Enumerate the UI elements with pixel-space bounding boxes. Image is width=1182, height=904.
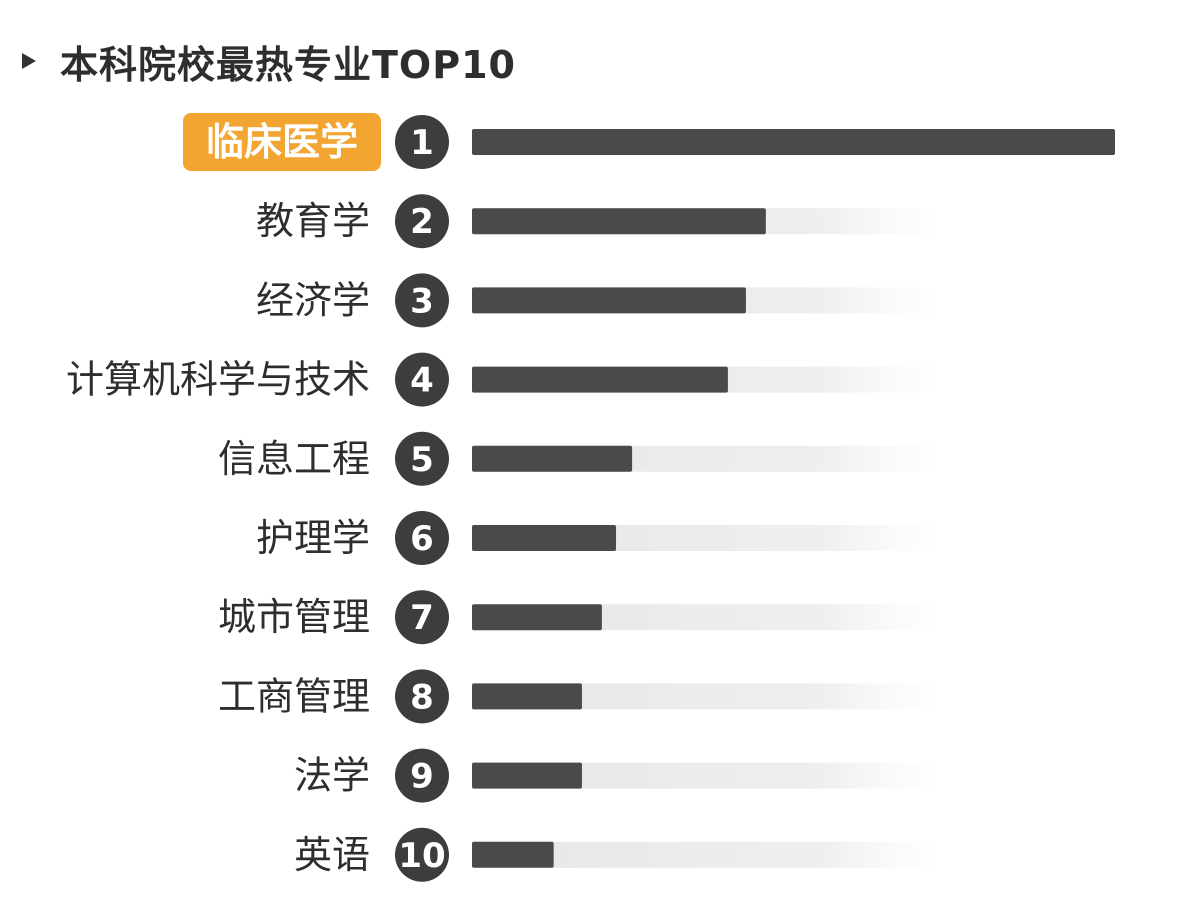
- bar-row: 信息工程 5: [218, 431, 942, 486]
- rank-circle: [395, 352, 449, 407]
- bar: [472, 208, 766, 235]
- rank-number: 8: [410, 677, 434, 717]
- rank-circle: [395, 194, 449, 249]
- rank-circle: [395, 748, 449, 803]
- rank-number: 2: [410, 202, 434, 242]
- category-label: 计算机科学与技术: [66, 358, 370, 402]
- play-triangle-icon: [22, 53, 36, 69]
- rank-circle: [395, 273, 449, 328]
- bar-row: 教育学 2: [256, 194, 942, 249]
- rank-circle: [395, 511, 449, 565]
- bar: [472, 762, 582, 789]
- bar: [472, 604, 602, 631]
- chart-header: 本科院校最热专业TOP10: [22, 36, 516, 87]
- category-label: 经济学: [256, 278, 370, 322]
- bar: [472, 445, 633, 472]
- rank-circle: [395, 590, 449, 645]
- rank-number: 10: [398, 836, 445, 876]
- category-label: 教育学: [256, 199, 370, 243]
- bar-row: 城市管理 7: [218, 590, 942, 645]
- rank-number: 3: [410, 281, 434, 321]
- category-label: 护理学: [256, 516, 370, 560]
- bar-row: 法学 9: [294, 748, 942, 803]
- rank-circle: [395, 431, 449, 486]
- rank-number: 4: [410, 361, 434, 401]
- category-label: 信息工程: [218, 437, 370, 481]
- category-label: 工商管理: [218, 674, 370, 718]
- bar-row: 经济学 3: [256, 273, 942, 328]
- rank-circle: [395, 669, 449, 724]
- bar: [472, 525, 617, 551]
- bar-row: 临床医学 1: [183, 113, 1115, 171]
- bar: [472, 683, 582, 710]
- rank-circle: [395, 827, 449, 882]
- bar-row: 护理学 6: [256, 511, 942, 565]
- bar: [472, 287, 746, 314]
- highlight-badge: [183, 113, 381, 171]
- category-label: 城市管理: [218, 595, 370, 639]
- bar: [472, 129, 1115, 155]
- bar: [472, 366, 728, 393]
- chart-title: 本科院校最热专业TOP10: [60, 42, 516, 87]
- bar-row: 计算机科学与技术 4: [66, 352, 942, 407]
- rank-number: 1: [410, 123, 434, 163]
- rank-number: 6: [410, 519, 434, 559]
- bar-row: 英语 10: [294, 827, 942, 882]
- rank-number: 5: [410, 440, 434, 480]
- rank-number: 9: [410, 757, 434, 797]
- category-label: 临床医学: [206, 120, 358, 164]
- bar-row: 工商管理 8: [218, 669, 942, 724]
- rank-number: 7: [410, 598, 434, 638]
- category-label: 英语: [294, 833, 370, 877]
- rank-circle: [395, 115, 449, 169]
- bar: [472, 841, 554, 868]
- category-label: 法学: [294, 754, 370, 798]
